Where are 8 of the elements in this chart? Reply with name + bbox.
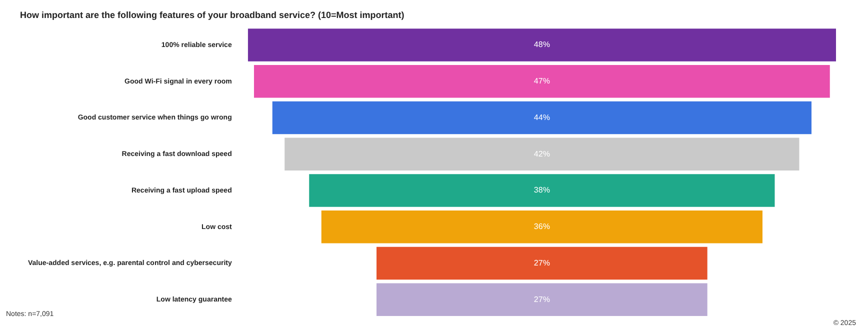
data-label: 47% bbox=[534, 76, 550, 86]
data-label: 48% bbox=[534, 40, 550, 50]
data-label: 27% bbox=[534, 258, 550, 268]
data-label: 36% bbox=[534, 222, 550, 232]
data-label: 38% bbox=[534, 186, 550, 195]
text: How important are the following features of your broadband service? (10=Most important) bbox=[20, 10, 404, 20]
data-label: 44% bbox=[534, 112, 550, 122]
data-label: 27% bbox=[534, 294, 550, 304]
